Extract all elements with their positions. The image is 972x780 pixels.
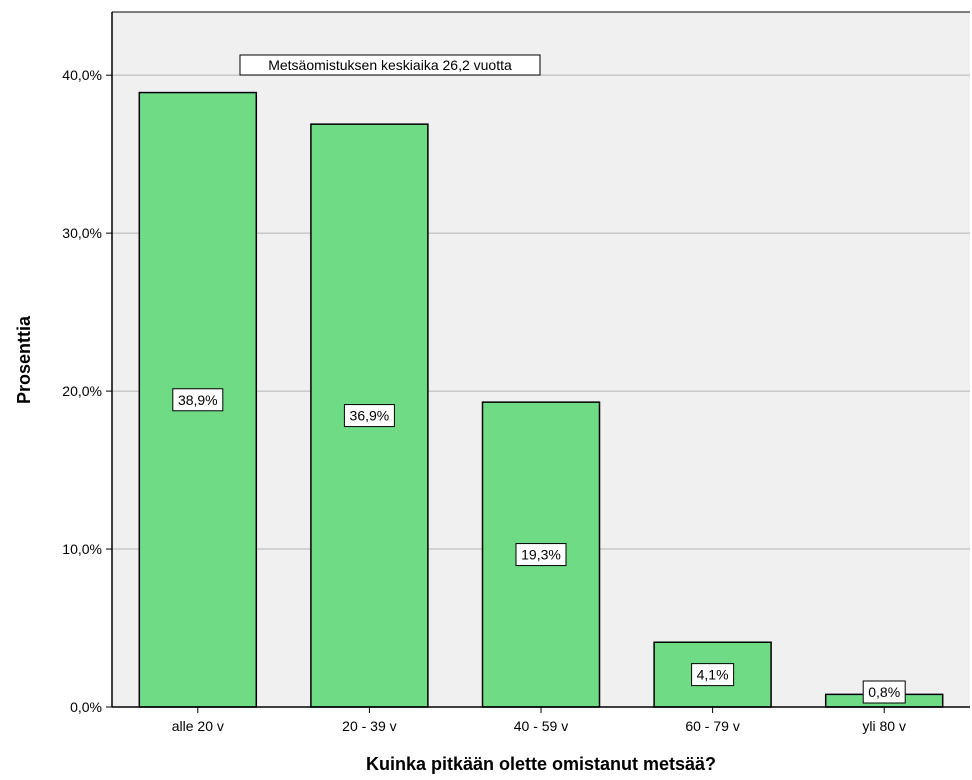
x-axis-title: Kuinka pitkään olette omistanut metsää?	[366, 754, 716, 774]
data-label-box	[515, 543, 567, 567]
annotation-text: Metsäomistuksen keskiaika 26,2 vuotta	[268, 57, 512, 73]
y-axis-title: Prosenttia	[14, 315, 34, 404]
x-tick-label: alle 20 v	[172, 718, 224, 734]
x-tick-label: yli 80 v	[862, 718, 906, 734]
y-tick-label: 20,0%	[62, 383, 102, 399]
y-tick-label: 30,0%	[62, 225, 102, 241]
data-label-box	[172, 388, 224, 412]
annotation: Metsäomistuksen keskiaika 26,2 vuotta	[239, 54, 541, 76]
data-label-box	[691, 663, 735, 687]
data-label: 4,1%	[697, 667, 729, 683]
data-label-box	[343, 404, 395, 428]
x-tick-label: 60 - 79 v	[685, 718, 739, 734]
data-label: 0,8%	[868, 684, 900, 700]
axes: 0,0% 10,0% 20,0% 30,0% 40,0% alle 20 v 20 - 39…	[62, 11, 970, 734]
data-label: 38,9%	[178, 392, 218, 408]
data-label-box	[862, 680, 906, 704]
y-tick-label: 10,0%	[62, 541, 102, 557]
y-tick-label: 40,0%	[62, 67, 102, 83]
x-tick-label: 40 - 59 v	[514, 718, 568, 734]
x-tick-label: 20 - 39 v	[342, 718, 396, 734]
y-tick-label: 0,0%	[70, 699, 102, 715]
annotation-box	[239, 54, 541, 76]
data-label: 36,9%	[350, 408, 390, 424]
data-label: 19,3%	[521, 547, 561, 563]
